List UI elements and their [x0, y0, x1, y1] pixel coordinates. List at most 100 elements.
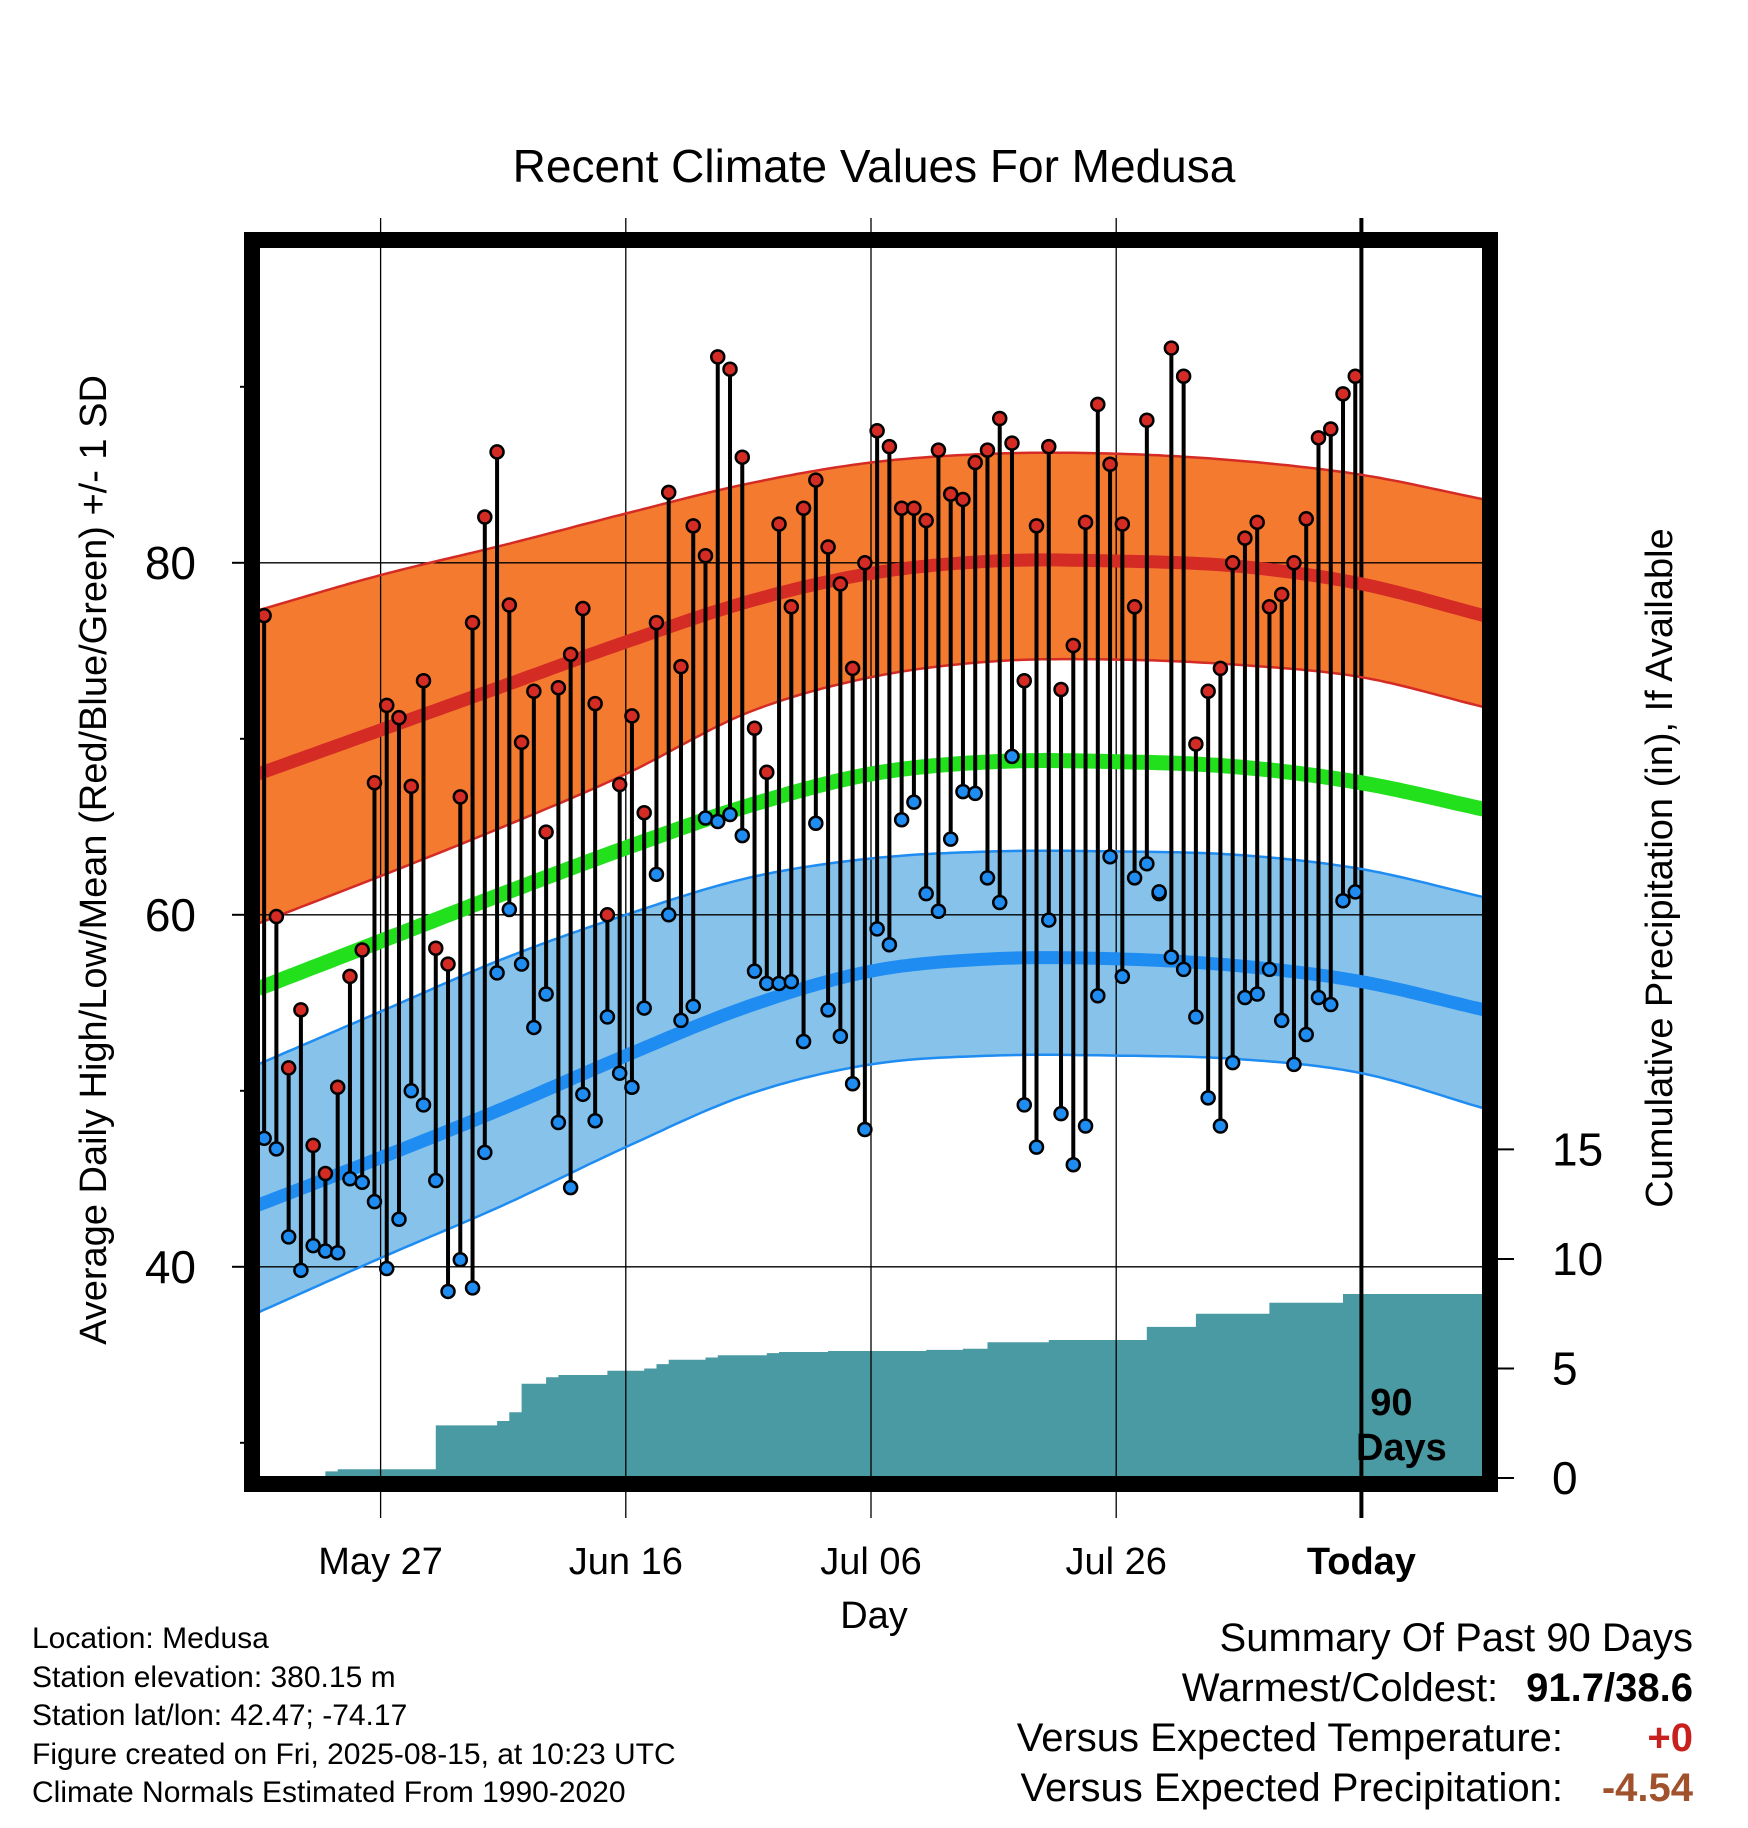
daily-low-point — [942, 831, 959, 847]
daily-low-point — [783, 973, 800, 990]
daily-low-point — [734, 827, 751, 844]
daily-high-point — [1224, 555, 1241, 571]
daily-high-point — [979, 442, 996, 458]
x-tick-label: May 27 — [318, 1541, 443, 1583]
daily-high-point — [685, 518, 701, 534]
daily-high-point — [1298, 511, 1314, 527]
daily-low-point — [378, 1260, 395, 1277]
y-axis-label: Average Daily High/Low/Mean (Red/Blue/Gr… — [73, 375, 115, 1345]
daily-low-point — [1102, 848, 1118, 865]
daily-high-point — [906, 500, 922, 516]
daily-low-point — [673, 1012, 689, 1029]
normal-mean-line — [255, 753, 1486, 996]
daily-high-point — [366, 775, 383, 791]
daily-low-point — [881, 936, 898, 953]
daily-high-point — [673, 658, 689, 675]
daily-low-point — [991, 894, 1008, 911]
warmest-coldest-label: Warmest/Coldest: — [1181, 1666, 1499, 1710]
daily-high-point — [1323, 421, 1339, 437]
daily-low-point — [1163, 949, 1180, 965]
daily-high-point — [1273, 586, 1290, 603]
daily-high-point — [918, 512, 934, 529]
daily-high-point — [648, 614, 665, 631]
daily-high-point — [477, 509, 493, 525]
daily-low-point — [795, 1033, 812, 1050]
normal-high-line — [255, 553, 1486, 781]
daily-high-point — [808, 472, 824, 488]
daily-high-point — [464, 614, 481, 631]
high-sd-band — [258, 452, 1484, 924]
daily-low-point — [955, 783, 971, 800]
daily-high-point — [403, 778, 419, 795]
daily-high-point — [378, 697, 395, 714]
daily-high-point — [428, 940, 444, 956]
daily-high-point — [611, 776, 628, 793]
daily-low-point — [771, 975, 787, 992]
daily-low-point — [685, 998, 701, 1015]
daily-low-point — [452, 1252, 469, 1268]
y2-tick-label: 10 — [1552, 1233, 1603, 1285]
x-tick-label: Jun 16 — [569, 1541, 683, 1583]
daily-low-point — [391, 1211, 407, 1228]
daily-low-point — [329, 1244, 346, 1261]
temp-value: +0 — [1647, 1716, 1693, 1760]
daily-low-point — [280, 1229, 297, 1245]
daily-high-point — [1053, 681, 1069, 698]
summary-temperature: Versus Expected Temperature: +0 — [1017, 1713, 1693, 1763]
chart-title: Recent Climate Values For Medusa — [513, 140, 1236, 192]
daily-low-point — [1077, 1118, 1094, 1134]
daily-low-point — [501, 901, 518, 918]
high-upper-edge — [257, 451, 1485, 612]
y2-tick-label: 15 — [1552, 1123, 1603, 1175]
daily-high-point — [1200, 683, 1216, 700]
daily-high-point — [1335, 386, 1351, 402]
daily-high-point — [1004, 435, 1020, 451]
daily-high-point — [1114, 516, 1131, 532]
daily-low-point — [844, 1076, 861, 1092]
daily-high-point — [771, 516, 787, 532]
daily-high-point — [575, 600, 591, 617]
daily-high-point — [955, 491, 971, 508]
y2-tick-label: 5 — [1552, 1342, 1578, 1394]
daily-low-point — [1212, 1118, 1229, 1134]
daily-high-point — [280, 1060, 297, 1076]
warmest-coldest-value: 91.7/38.6 — [1526, 1666, 1693, 1710]
daily-high-point — [1237, 530, 1253, 546]
daily-high-point — [869, 423, 885, 439]
daily-low-point — [869, 921, 885, 937]
daily-high-point — [526, 683, 542, 700]
daily-low-point — [857, 1121, 873, 1138]
daily-low-point — [1151, 884, 1167, 900]
daily-low-point — [1323, 996, 1339, 1013]
daily-high-point — [783, 599, 800, 615]
daily-low-point — [808, 815, 824, 832]
daily-low-point — [293, 1262, 309, 1279]
daily-high-point — [1212, 660, 1229, 677]
daily-high-point — [317, 1165, 334, 1182]
daily-low-point — [1286, 1056, 1302, 1073]
daily-low-point — [648, 866, 665, 883]
precip-area — [264, 1294, 1485, 1478]
daily-low-point — [1249, 986, 1265, 1002]
daily-low-point — [526, 1019, 542, 1036]
precip-value: -4.54 — [1601, 1766, 1693, 1810]
daily-low-point — [1053, 1105, 1069, 1122]
daily-low-point — [587, 1112, 603, 1129]
daily-low-point — [550, 1114, 567, 1131]
daily-high-point — [1090, 396, 1106, 413]
y-tick-label: 80 — [145, 537, 196, 589]
daily-high-point — [452, 789, 469, 805]
daily-high-point — [636, 804, 652, 821]
daily-low-point — [489, 965, 505, 981]
window-label-line2: Days — [1356, 1427, 1447, 1469]
daily-low-point — [1224, 1054, 1241, 1071]
daily-high-point — [624, 708, 640, 724]
daily-high-point — [489, 444, 505, 460]
daily-high-point — [942, 486, 959, 502]
daily-high-point — [1249, 514, 1265, 531]
daily-low-point — [832, 1028, 849, 1044]
daily-high-point — [415, 672, 432, 689]
daily-high-point — [513, 734, 530, 751]
daily-low-point — [354, 1174, 370, 1191]
